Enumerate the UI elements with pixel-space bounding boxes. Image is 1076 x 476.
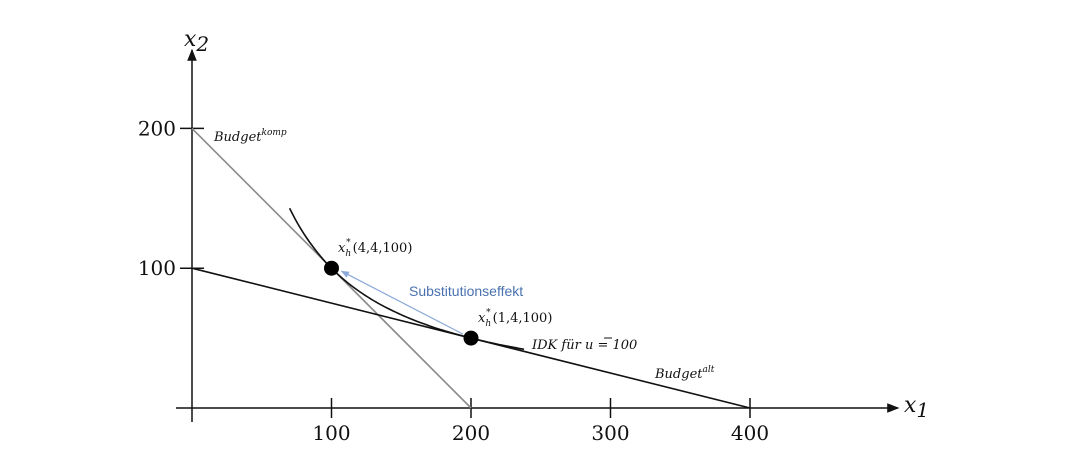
p2-sup: * <box>486 308 491 318</box>
x-ticks: 100 200 300 400 <box>312 398 769 445</box>
y-axis-label-sub: 2 <box>195 32 209 56</box>
point-p2-label: xh* (1,4,100) <box>478 308 552 329</box>
budget-komp-sup: komp <box>262 128 287 138</box>
budget-alt-base: Budget <box>654 367 703 382</box>
p1-sub: h <box>345 249 351 259</box>
p1-var: x <box>338 241 346 256</box>
y-axis-label: x2 <box>184 27 209 56</box>
substitution-effect-arrow <box>340 270 464 335</box>
budget-komp-base: Budget <box>213 130 262 145</box>
y-tick-label-100: 100 <box>138 256 176 280</box>
x-axis-label-var: x <box>904 393 917 418</box>
indifference-curve-label: IDK für u = 100 <box>531 338 637 353</box>
p1-sup: * <box>346 238 351 248</box>
y-axis-label-var: x <box>184 27 197 52</box>
p2-sub: h <box>485 319 491 329</box>
x-tick-label-200: 200 <box>452 421 490 445</box>
budget-komp-label: Budgetkomp <box>213 128 287 145</box>
x-tick-label-100: 100 <box>312 421 350 445</box>
y-ticks: 100 200 <box>138 116 204 280</box>
point-p1 <box>324 260 339 276</box>
p2-args: (1,4,100) <box>493 311 553 326</box>
idk-prefix: IDK für <box>531 338 585 353</box>
x-axis-label-sub: 1 <box>916 398 929 422</box>
point-p2 <box>463 330 479 346</box>
x-tick-label-300: 300 <box>591 421 629 445</box>
idk-var: u <box>585 338 593 353</box>
point-p1-label: xh* (4,4,100) <box>338 238 412 259</box>
p1-args: (4,4,100) <box>353 241 413 256</box>
idk-suffix: = 100 <box>593 338 637 353</box>
x-axis-label: x1 <box>904 393 929 422</box>
y-tick-label-200: 200 <box>138 116 176 140</box>
budget-alt-sup: alt <box>703 365 715 375</box>
p2-var: x <box>478 311 486 326</box>
x-tick-label-400: 400 <box>731 421 769 445</box>
substitution-effect-label: Substitutionseffekt <box>409 283 523 299</box>
budget-alt-label: Budgetalt <box>654 365 715 382</box>
